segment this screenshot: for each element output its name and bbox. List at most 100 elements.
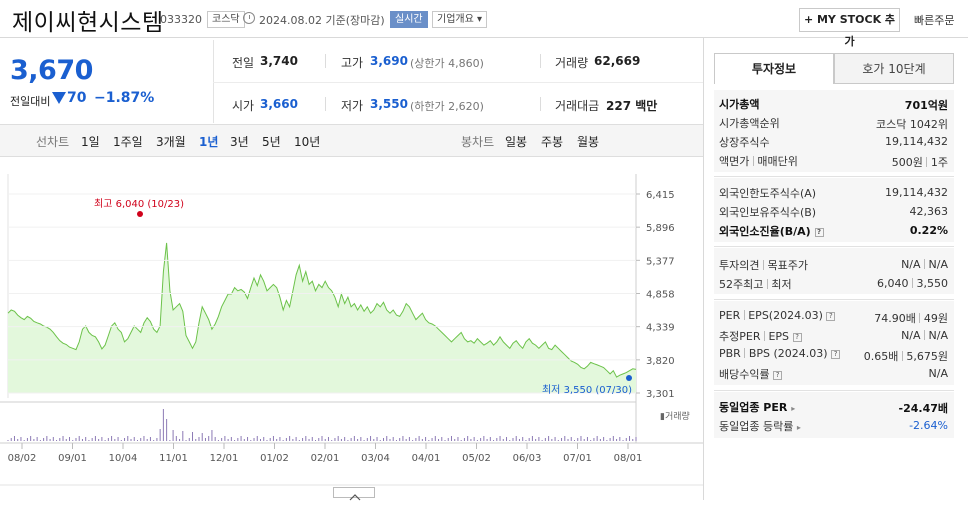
x-tick-label: 10/04 xyxy=(109,453,138,464)
volume-bar xyxy=(506,437,508,441)
foreign-limit-label: 외국인한도주식수(A) xyxy=(719,187,817,200)
volume-bar xyxy=(253,438,255,441)
volume-bar xyxy=(405,439,407,441)
volume-bar xyxy=(606,440,608,441)
volume-bar xyxy=(192,432,194,441)
volume-bar xyxy=(143,436,145,441)
low-label: 저가 xyxy=(341,99,364,113)
volume-bar xyxy=(104,440,106,441)
volume-bar xyxy=(23,440,25,441)
volume-bar xyxy=(136,440,138,441)
volume-bar xyxy=(327,437,329,441)
divider xyxy=(540,97,541,111)
period-5y[interactable]: 5년 xyxy=(262,135,281,149)
chevron-up-icon xyxy=(349,494,361,501)
volume-bar xyxy=(357,439,359,441)
volume-bar xyxy=(195,439,197,441)
volume-bar xyxy=(250,440,252,441)
chevron-right-icon: ▸ xyxy=(796,423,801,432)
period-1w[interactable]: 1주일 xyxy=(113,135,143,149)
high-label: 고가 xyxy=(341,56,364,70)
realtime-button[interactable]: 실시간 xyxy=(390,11,428,28)
opinion-target-label: 투자의견 목표주가 xyxy=(719,259,808,272)
volume-bar xyxy=(625,438,627,441)
volume-bar xyxy=(98,439,100,441)
volume-bar xyxy=(603,437,605,441)
divider xyxy=(714,176,954,177)
help-icon[interactable]: ? xyxy=(773,371,783,380)
price-chart[interactable]: 6,415 5,896 5,377 4,858 4,339 3,820 3,301 08/0… xyxy=(0,157,703,500)
per-eps-value: 74.90배 49원 xyxy=(874,312,948,325)
volume-bar xyxy=(263,437,265,441)
volume-bar xyxy=(221,438,223,441)
tab-invest-info[interactable]: 투자정보 xyxy=(714,53,834,84)
period-1y[interactable]: 1년 xyxy=(199,135,219,149)
volume-bar xyxy=(39,440,41,441)
volume-bar xyxy=(36,437,38,441)
volume-bar xyxy=(162,409,164,441)
period-3m[interactable]: 3개월 xyxy=(156,135,186,149)
x-tick-label: 02/01 xyxy=(311,453,340,464)
company-name: 제이씨현시스템 xyxy=(12,10,164,36)
volume-bar xyxy=(383,438,385,441)
sector-per-label[interactable]: 동일업종 PER ▸ xyxy=(719,401,796,414)
volume-bar xyxy=(88,440,90,441)
candle-chart-label: 봉차트 xyxy=(461,135,495,149)
x-tick-label: 01/02 xyxy=(260,453,289,464)
foreign-hold-value: 42,363 xyxy=(909,205,949,218)
company-info-dropdown[interactable]: 기업개요 ▾ xyxy=(432,11,488,28)
volume-bar xyxy=(140,438,142,441)
volume-bar xyxy=(528,438,530,441)
volume-bar xyxy=(557,440,559,441)
candle-weekly[interactable]: 주봉 xyxy=(541,135,564,149)
help-icon[interactable]: ? xyxy=(826,312,836,321)
candle-daily[interactable]: 일봉 xyxy=(505,135,528,149)
volume-bar xyxy=(337,436,339,441)
tab-order-book[interactable]: 호가 10단계 xyxy=(834,53,954,84)
y-tick-label: 5,896 xyxy=(646,223,675,234)
low-annotation: 최저 3,550 (07/30) xyxy=(542,384,632,396)
sector-change-label[interactable]: 동일업종 등락률 ▸ xyxy=(719,420,801,433)
help-icon[interactable]: ? xyxy=(814,228,824,237)
help-icon[interactable]: ? xyxy=(792,333,802,342)
divider xyxy=(703,38,704,500)
period-1d[interactable]: 1일 xyxy=(81,135,100,149)
volume-bar xyxy=(463,438,465,441)
period-3y[interactable]: 3년 xyxy=(230,135,249,149)
volume-bar xyxy=(548,436,550,441)
volume-bar xyxy=(149,437,151,441)
help-icon[interactable]: ? xyxy=(831,350,841,359)
volume-bar xyxy=(402,436,404,441)
shares-value: 19,114,432 xyxy=(885,135,948,148)
volume-bar xyxy=(619,437,621,441)
volume-bar xyxy=(470,439,472,441)
volume-bar xyxy=(269,438,271,441)
volume-bar xyxy=(632,439,634,441)
foreign-hold-label: 외국인보유주식수(B) xyxy=(719,206,817,219)
opinion-target-value: N/A N/A xyxy=(901,258,948,271)
quick-order-link[interactable]: 빠른주문 xyxy=(914,14,955,27)
volume-bar xyxy=(379,440,381,441)
collapse-chart-button[interactable] xyxy=(333,487,375,501)
w52-value: 6,040 3,550 xyxy=(877,277,948,290)
volume-bar xyxy=(408,437,410,441)
volume-bar xyxy=(133,437,135,441)
volume-label: 거래량 xyxy=(555,56,589,70)
volume-bar xyxy=(573,440,575,441)
divider xyxy=(714,246,954,247)
divider xyxy=(325,97,326,111)
candle-monthly[interactable]: 월봉 xyxy=(577,135,600,149)
volume-bar xyxy=(166,419,168,441)
volume-bar xyxy=(56,440,58,441)
volume-bar xyxy=(596,436,598,441)
x-tick-label: 03/04 xyxy=(361,453,390,464)
period-10y[interactable]: 10년 xyxy=(294,135,321,149)
add-mystock-button[interactable]: + MY STOCK 추가 xyxy=(799,8,900,48)
volume-bar xyxy=(376,437,378,441)
valuation-section xyxy=(714,301,954,385)
y-tick-label: 4,858 xyxy=(646,290,675,301)
volume-bar xyxy=(292,439,294,441)
volume-bar xyxy=(256,436,258,441)
market-cap-label: 시가총액 xyxy=(719,98,760,111)
volume-bar xyxy=(311,437,313,441)
